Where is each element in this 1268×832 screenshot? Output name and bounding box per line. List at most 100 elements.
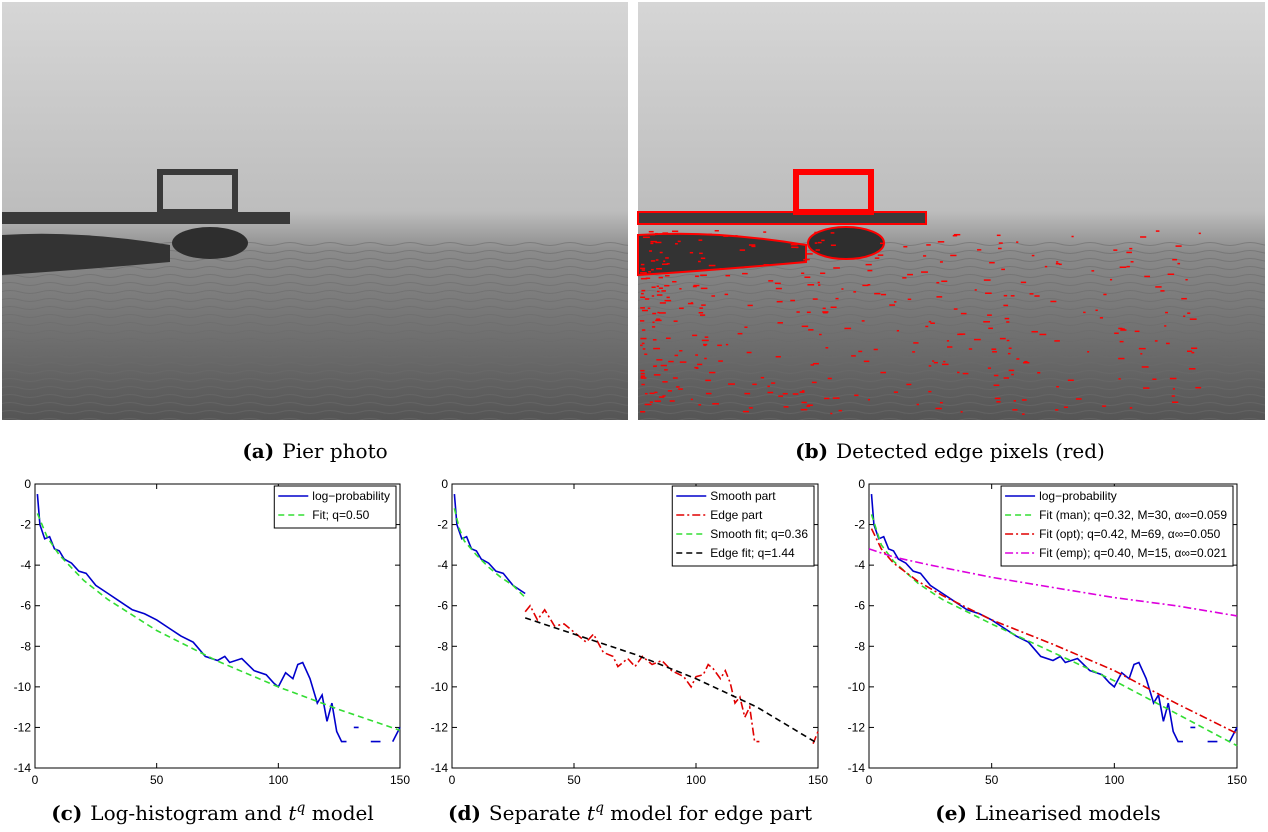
- edge-pixel: [641, 329, 646, 331]
- edge-pixel: [968, 348, 973, 350]
- edge-pixel: [674, 354, 679, 357]
- edge-pixel: [640, 263, 645, 266]
- edge-pixel: [666, 296, 670, 299]
- edge-pixel: [644, 298, 650, 300]
- edge-pixel: [916, 403, 920, 406]
- edge-pixel: [679, 361, 687, 363]
- edge-pixel: [644, 353, 648, 356]
- legend-box: [273, 485, 397, 529]
- edge-pixel: [679, 288, 682, 290]
- y-tick-label: -8: [20, 639, 31, 653]
- series-line: [453, 494, 526, 595]
- edge-pixel: [1007, 352, 1011, 355]
- y-tick-label: -6: [437, 599, 448, 613]
- edge-pixel: [1091, 270, 1095, 272]
- edge-pixel: [800, 408, 808, 411]
- edge-pixel: [665, 257, 669, 259]
- edge-pixel: [640, 337, 647, 340]
- edge-pixel: [672, 280, 677, 283]
- edge-pixel: [676, 386, 680, 388]
- edge-pixel: [744, 392, 751, 395]
- edge-pixel: [1001, 268, 1005, 271]
- edge-pixel: [701, 339, 709, 342]
- y-tick-label: -10: [848, 680, 866, 694]
- edge-pixel: [1189, 318, 1197, 320]
- edge-pixel: [640, 411, 646, 413]
- legend: log−probability Fit; q=0.50: [273, 485, 397, 529]
- edge-pixel: [783, 406, 789, 408]
- edge-pixel: [1008, 369, 1015, 372]
- edge-pixel: [1126, 251, 1132, 254]
- edge-pixel: [653, 374, 661, 376]
- edge-pixel: [698, 260, 701, 263]
- edge-pixel: [672, 230, 679, 233]
- edge-pixel: [711, 295, 716, 297]
- plot-area: [34, 483, 401, 769]
- series-line: [870, 494, 1238, 743]
- edge-pixel: [1056, 385, 1059, 388]
- edge-pixel: [1187, 312, 1191, 314]
- edge-pixel: [642, 236, 650, 239]
- x-tick-label: 100: [1104, 773, 1124, 787]
- x-tick-label: 0: [866, 773, 873, 787]
- edge-pixel: [877, 254, 884, 256]
- edge-pixel: [660, 364, 667, 367]
- edge-pixel: [827, 377, 832, 380]
- edge-pixel: [790, 299, 796, 302]
- edge-pixel: [988, 327, 993, 330]
- edge-pixel: [1181, 297, 1187, 300]
- edge-pixel: [874, 292, 881, 295]
- edge-pixel: [941, 363, 949, 366]
- series-line: [870, 514, 1238, 747]
- edge-pixel: [719, 268, 722, 270]
- edge-pixel: [1177, 262, 1181, 265]
- legend-label: Fit (emp); q=0.40, M=15, α∞=0.021: [1039, 546, 1227, 560]
- y-tick-label: -8: [437, 639, 448, 653]
- edge-pixel: [1118, 357, 1125, 360]
- caption-text: Separate: [489, 801, 587, 825]
- legend: Smooth part Edge part Smooth fit; q=0.36 Ed…: [671, 485, 815, 567]
- edge-pixel: [812, 362, 819, 365]
- edge-pixel: [939, 401, 943, 404]
- edge-pixel: [658, 276, 663, 279]
- edge-pixel: [796, 311, 800, 313]
- edge-pixel: [1144, 275, 1151, 278]
- caption-text: q: [296, 800, 305, 816]
- legend-label: Fit (man); q=0.32, M=30, α∞=0.059: [1039, 508, 1227, 522]
- edge-pixel: [775, 287, 782, 290]
- edge-pixel: [658, 287, 663, 289]
- y-tick-label: -10: [431, 680, 449, 694]
- edge-pixel: [654, 391, 658, 394]
- edge-pixel: [723, 235, 729, 237]
- edge-pixel: [844, 327, 852, 330]
- chart-caption: (d) Separate tq model for edge part: [448, 800, 812, 825]
- edge-pixel: [906, 383, 912, 386]
- edge-pixel: [932, 360, 935, 362]
- edge-pixel: [712, 403, 720, 405]
- edge-pixel: [655, 319, 662, 322]
- edge-pixel: [1118, 378, 1121, 380]
- edge-pixel: [659, 251, 663, 254]
- x-tick-label: 0: [32, 773, 39, 787]
- y-tick-label: -10: [14, 680, 32, 694]
- edge-pixel: [657, 290, 660, 293]
- edge-pixel: [1160, 290, 1165, 292]
- edge-pixel: [1067, 379, 1074, 382]
- edge-pixel: [1126, 265, 1130, 268]
- edge-pixel: [1183, 315, 1186, 317]
- edge-pixel: [1013, 400, 1017, 402]
- edge-pixel: [1006, 321, 1010, 323]
- edge-pixel: [651, 295, 655, 297]
- edge-pixel: [763, 264, 769, 266]
- y-tick-label: -8: [854, 639, 865, 653]
- edge-pixel: [815, 249, 820, 251]
- edge-pixel: [957, 333, 963, 336]
- edge-pixel: [1118, 327, 1123, 330]
- edge-pixel: [939, 261, 943, 263]
- edge-pixel: [776, 300, 783, 303]
- edge-pixel: [752, 383, 757, 386]
- edge-pixel: [1129, 247, 1133, 250]
- edge-pixel: [993, 384, 1000, 387]
- edge-pixel: [962, 372, 969, 375]
- edge-pixel: [642, 309, 648, 312]
